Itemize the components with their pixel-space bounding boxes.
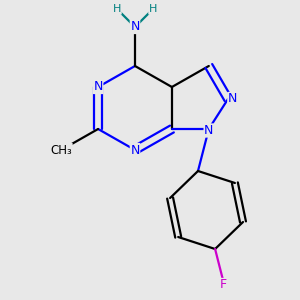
Text: F: F (220, 278, 227, 292)
Text: H: H (113, 4, 121, 14)
Text: H: H (149, 4, 157, 14)
Text: N: N (130, 20, 140, 34)
Text: CH₃: CH₃ (50, 143, 72, 157)
Text: N: N (130, 143, 140, 157)
Text: N: N (228, 92, 237, 106)
Text: N: N (93, 80, 103, 94)
Text: N: N (204, 124, 214, 137)
